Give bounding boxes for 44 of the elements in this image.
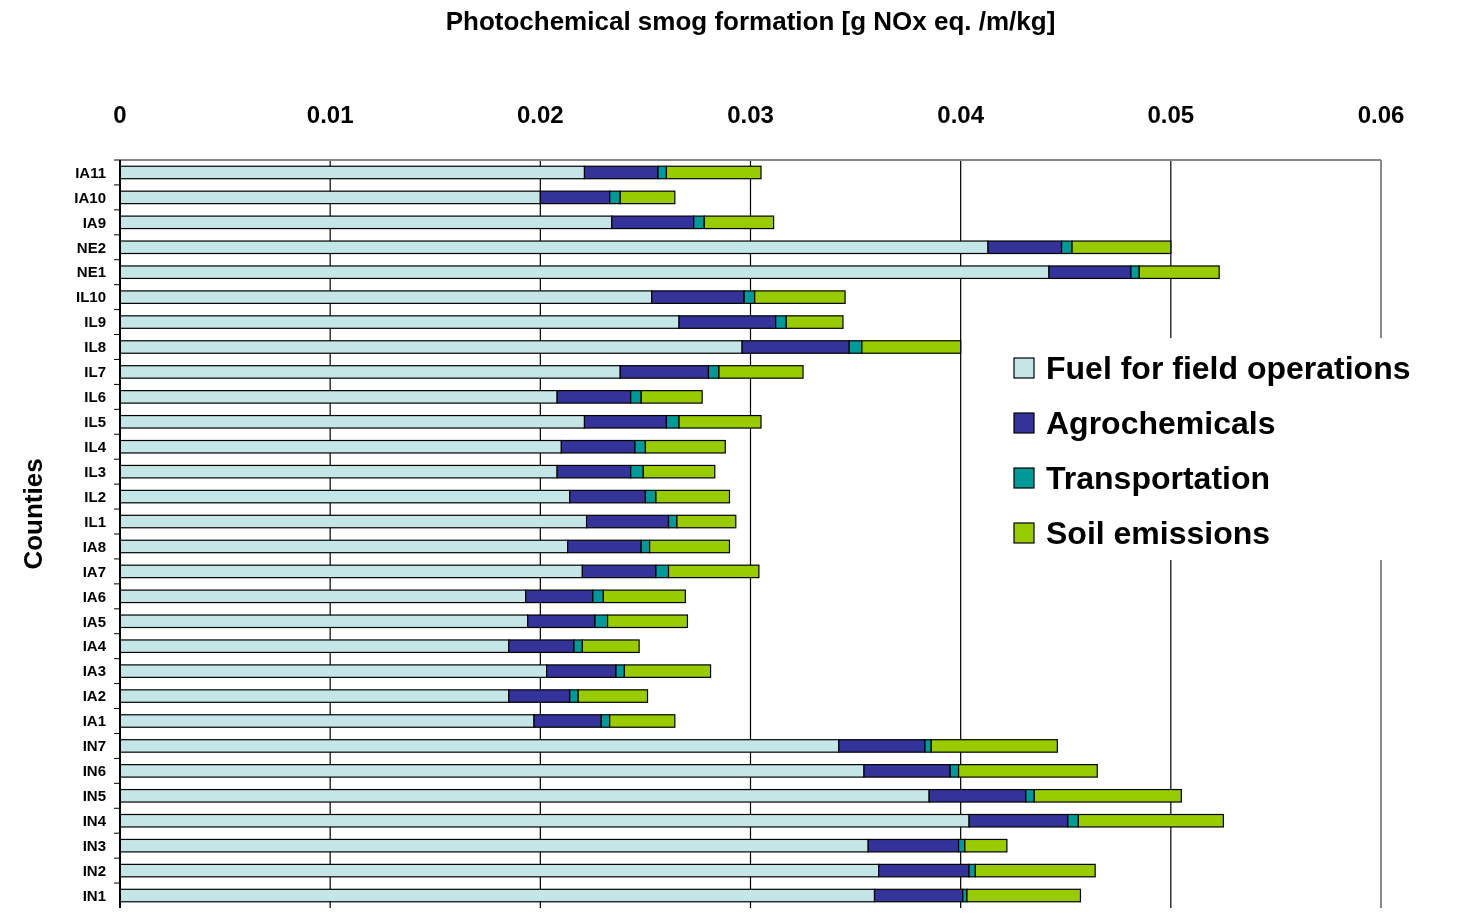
- x-tick-label: 0.01: [306, 101, 354, 128]
- y-tick-label: IN7: [82, 737, 106, 755]
- x-tick-label: 0: [113, 101, 127, 128]
- y-tick-label: IL2: [84, 487, 106, 505]
- y-tick-label: IN2: [82, 861, 106, 879]
- y-tick-label: IN6: [82, 762, 106, 780]
- y-tick-label: IA11: [75, 163, 106, 181]
- y-tick-label: IL9: [84, 313, 106, 331]
- y-tick-label: IA1: [82, 712, 106, 730]
- y-tick-label: IA6: [82, 587, 106, 605]
- x-tick-label: 0.03: [727, 101, 774, 128]
- y-tick-label: IN1: [82, 886, 106, 904]
- y-tick-label: IA10: [74, 188, 106, 206]
- x-tick-label: 0.04: [937, 101, 985, 128]
- chart-title: Photochemical smog formation [g NOx eq. /m/kg]: [445, 6, 1056, 36]
- legend-label: Transportation: [1046, 460, 1271, 497]
- legend-label: Agrochemicals: [1046, 405, 1276, 442]
- x-tick-label: 0.02: [516, 101, 564, 128]
- y-axis-title: Counties: [18, 458, 48, 570]
- y-tick-label: NE2: [76, 238, 106, 256]
- y-tick-label: IL1: [84, 512, 106, 530]
- y-tick-label: IA4: [82, 637, 107, 655]
- x-tick-label: 0.05: [1147, 101, 1195, 128]
- y-tick-label: IA2: [82, 687, 106, 705]
- y-tick-label: IA3: [82, 662, 106, 680]
- legend-label: Fuel for field operations: [1046, 350, 1411, 387]
- y-tick-label: NE1: [76, 263, 106, 281]
- y-tick-label: IN4: [82, 811, 107, 829]
- y-tick-label: IL7: [84, 363, 106, 381]
- y-tick-label: IL3: [84, 462, 106, 480]
- x-tick-label: 0.06: [1357, 101, 1405, 128]
- y-tick-label: IA9: [82, 213, 106, 231]
- y-tick-label: IA5: [82, 612, 106, 630]
- legend-label: Soil emissions: [1046, 515, 1271, 552]
- y-tick-label: IN3: [82, 836, 106, 854]
- y-tick-label: IL10: [75, 288, 106, 306]
- y-tick-label: IL5: [84, 413, 106, 431]
- y-tick-label: IN5: [82, 787, 106, 805]
- y-tick-label: IL4: [84, 437, 107, 455]
- y-tick-label: IL6: [84, 388, 106, 406]
- bar: [966, 888, 1082, 903]
- y-tick-label: IA7: [82, 562, 106, 580]
- y-tick-label: IA8: [82, 537, 106, 555]
- y-tick-label: IL8: [84, 338, 106, 356]
